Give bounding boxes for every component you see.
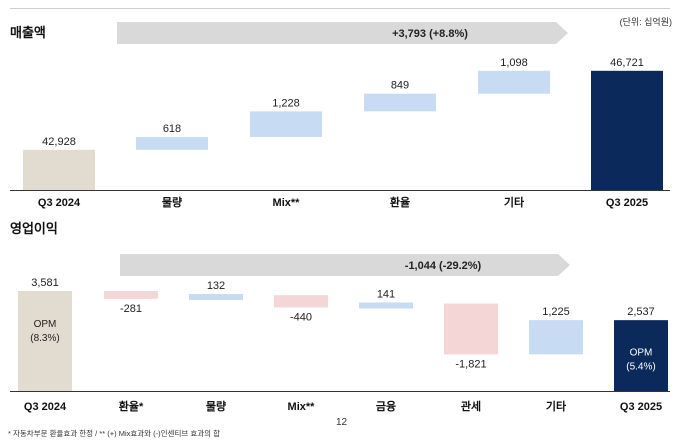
op-income-bar-3 xyxy=(189,294,243,301)
revenue-value-label-3: 1,228 xyxy=(272,97,300,109)
op-income-category-label-2: 환율* xyxy=(119,399,144,413)
op-income-bar-1 xyxy=(18,291,72,391)
op-income-category-label-8: Q3 2025 xyxy=(620,401,662,413)
op-income-title: 영업이익 xyxy=(10,221,58,236)
op-income-value-label-2: -281 xyxy=(120,303,142,315)
op-income-value-label-6: -1,821 xyxy=(455,358,486,370)
revenue-value-label-1: 42,928 xyxy=(42,136,76,148)
op-income-bar-5 xyxy=(359,302,413,309)
op-income-value-label-5: 141 xyxy=(377,288,395,300)
revenue-change-arrow xyxy=(117,22,568,44)
revenue-bar-3 xyxy=(250,111,322,137)
op-income-category-label-6: 관세 xyxy=(461,399,481,413)
revenue-value-label-5: 1,098 xyxy=(500,57,528,69)
op-income-category-label-1: Q3 2024 xyxy=(24,401,67,413)
revenue-value-label-4: 849 xyxy=(391,80,409,92)
unit-note: (단위: 십억원) xyxy=(619,17,672,27)
revenue-bar-5 xyxy=(478,70,550,94)
op-income-bar-7 xyxy=(529,320,583,355)
op-income-value-label-8: 2,537 xyxy=(627,306,655,318)
op-income-bar-8 xyxy=(614,320,668,391)
opm-start-label-line-1: OPM xyxy=(34,319,57,330)
opm-start-label-line-2: (8.3%) xyxy=(30,333,59,344)
op-income-change-annotation: -1,044 (-29.2%) xyxy=(405,260,482,272)
revenue-category-label-5: 기타 xyxy=(504,195,525,209)
op-income-category-label-7: 기타 xyxy=(546,399,567,413)
op-income-bar-6 xyxy=(444,303,498,355)
op-income-category-label-3: 물량 xyxy=(206,400,226,413)
op-income-value-label-3: 132 xyxy=(207,280,225,292)
revenue-category-label-3: Mix** xyxy=(273,197,301,209)
revenue-bar-1 xyxy=(23,149,95,190)
footnote: * 자동차부문 환율효과 한정 / ** (+) Mix효과와 (-)인센티브 … xyxy=(8,429,221,438)
op-income-bar-4 xyxy=(274,295,328,308)
revenue-change-annotation: +3,793 (+8.8%) xyxy=(392,28,468,40)
op-income-category-label-5: 금융 xyxy=(376,400,396,413)
opm-end-label-line-2: (5.4%) xyxy=(626,362,655,373)
revenue-bar-6 xyxy=(591,70,663,190)
opm-end-label-line-1: OPM xyxy=(630,348,653,359)
revenue-category-label-2: 물량 xyxy=(162,196,182,209)
revenue-bar-2 xyxy=(136,136,208,150)
revenue-category-label-6: Q3 2025 xyxy=(606,197,648,209)
op-income-category-label-4: Mix** xyxy=(288,401,316,413)
page-number: 12 xyxy=(336,417,348,428)
revenue-category-label-1: Q3 2024 xyxy=(38,197,81,209)
revenue-bar-4 xyxy=(364,93,436,112)
revenue-title: 매출액 xyxy=(10,25,46,40)
op-income-value-label-4: -440 xyxy=(290,311,312,323)
revenue-category-label-4: 환율 xyxy=(390,195,410,209)
op-income-value-label-7: 1,225 xyxy=(542,306,570,318)
revenue-value-label-6: 46,721 xyxy=(610,57,644,69)
revenue-value-label-2: 618 xyxy=(163,123,181,135)
op-income-bar-2 xyxy=(104,291,158,299)
op-income-change-arrow xyxy=(120,254,570,276)
op-income-value-label-1: 3,581 xyxy=(31,277,59,289)
